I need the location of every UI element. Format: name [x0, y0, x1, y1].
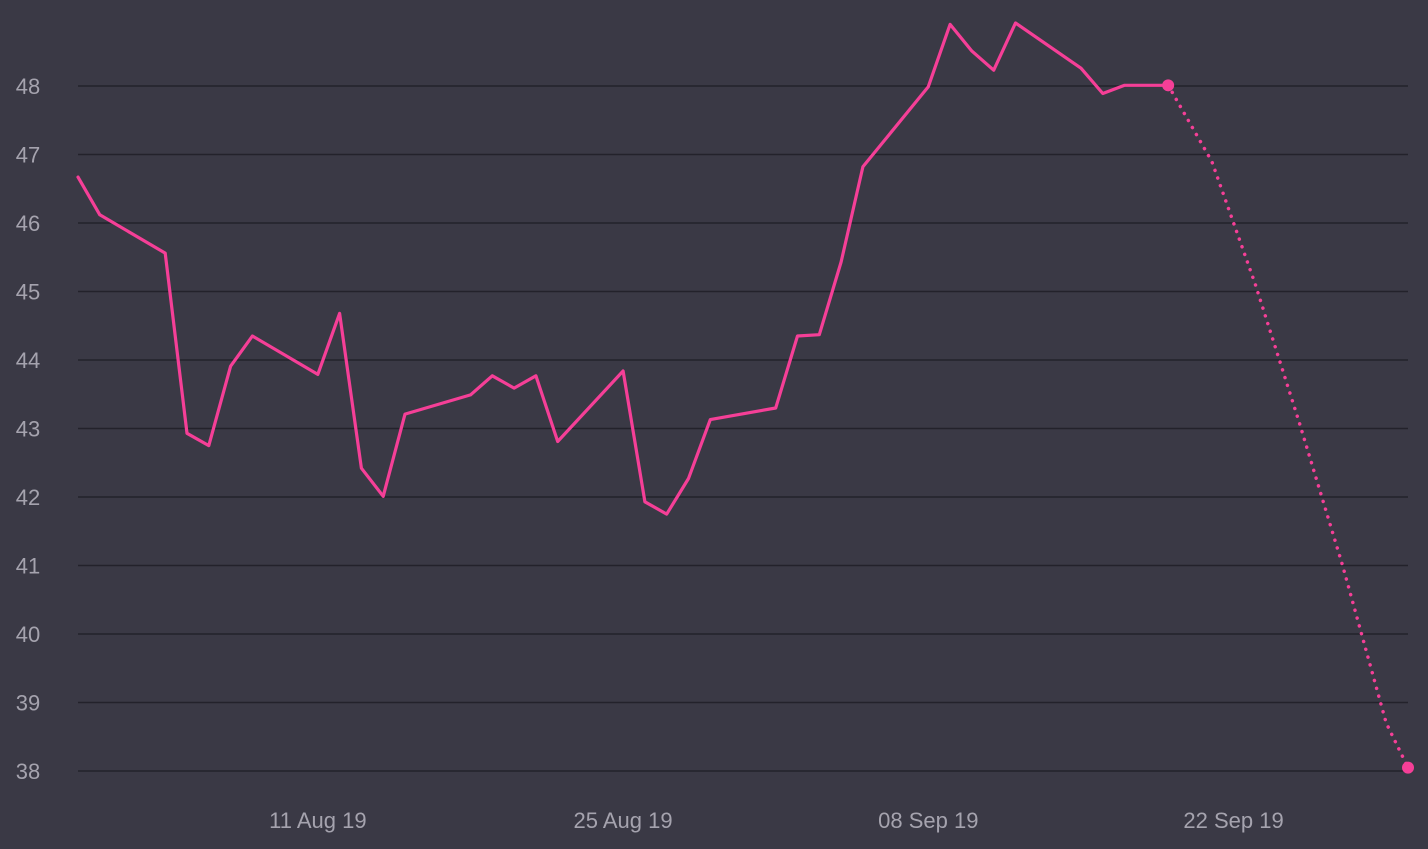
- y-tick-label: 44: [16, 348, 40, 373]
- x-tick-label: 22 Sep 19: [1183, 808, 1283, 833]
- y-tick-label: 43: [16, 417, 40, 442]
- y-tick-label: 45: [16, 280, 40, 305]
- y-tick-label: 46: [16, 211, 40, 236]
- grid-lines: [78, 85, 1408, 772]
- y-tick-label: 42: [16, 485, 40, 510]
- forecast-series-line: [1166, 83, 1410, 770]
- y-axis-ticks: 48 47 46 45 44 43 42 41 40 39 38: [16, 74, 40, 784]
- y-tick-label: 40: [16, 622, 40, 647]
- series-markers: [1162, 79, 1414, 774]
- price-series-line: [76, 21, 1170, 516]
- y-tick-label: 38: [16, 759, 40, 784]
- y-tick-label: 39: [16, 691, 40, 716]
- x-tick-label: 25 Aug 19: [574, 808, 673, 833]
- x-axis-ticks: 11 Aug 19 25 Aug 19 08 Sep 19 22 Sep 19: [269, 808, 1284, 833]
- series-point-marker: [1402, 761, 1414, 774]
- y-tick-label: 41: [16, 554, 40, 579]
- series-lines: [76, 21, 1410, 770]
- x-tick-label: 08 Sep 19: [878, 808, 978, 833]
- series-point-marker: [1162, 79, 1175, 92]
- y-tick-label: 47: [16, 143, 40, 168]
- y-tick-label: 48: [16, 74, 40, 99]
- x-tick-label: 11 Aug 19: [269, 808, 366, 833]
